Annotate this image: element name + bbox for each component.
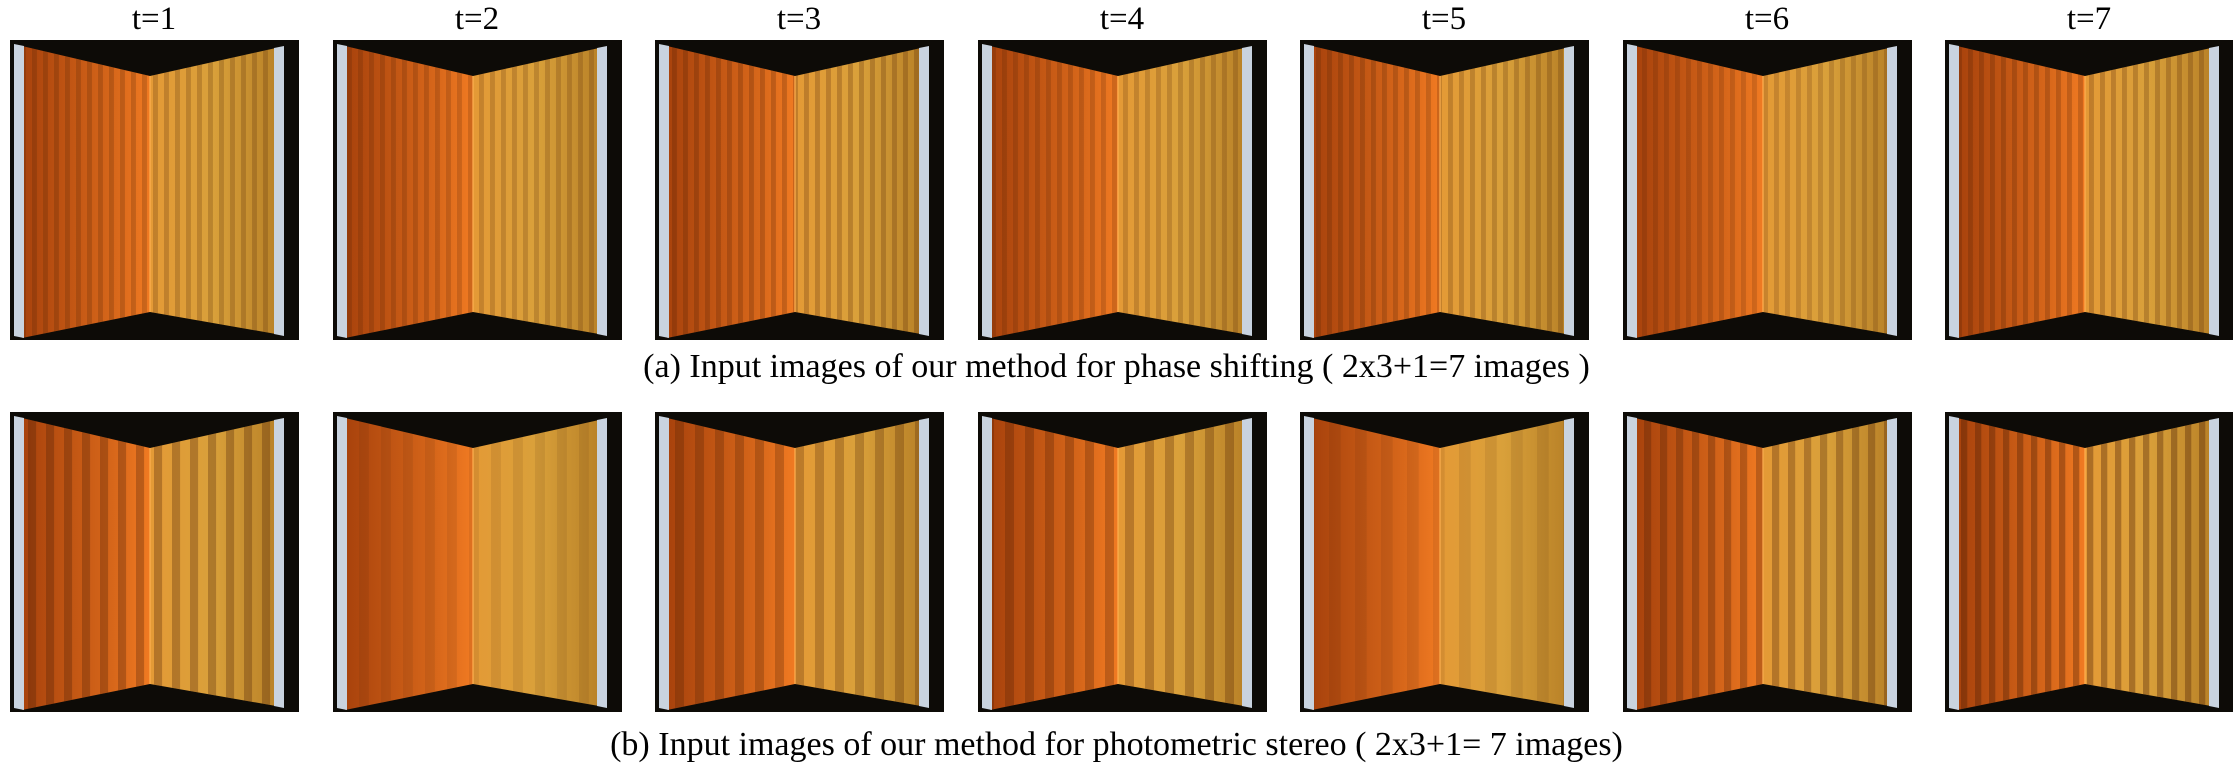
column-label-t3: t=3 — [776, 1, 822, 37]
photometric-stereo-caption: (b) Input images of our method for photo… — [610, 726, 1623, 763]
phase-shift-caption: (a) Input images of our method for phase… — [643, 348, 1590, 385]
photometric-stereo-image-1 — [10, 412, 299, 712]
phase-shift-image-1 — [10, 40, 299, 340]
column-label-t1: t=1 — [131, 1, 177, 37]
column-label-t4: t=4 — [1099, 1, 1145, 37]
photometric-stereo-image-3 — [655, 412, 944, 712]
phase-shift-image-2 — [333, 40, 622, 340]
column-label-t5: t=5 — [1421, 1, 1467, 37]
photometric-stereo-image-7 — [1945, 412, 2233, 712]
phase-shift-image-7 — [1945, 40, 2233, 340]
photometric-stereo-image-5 — [1300, 412, 1589, 712]
phase-shift-image-3 — [655, 40, 944, 340]
photometric-stereo-image-6 — [1623, 412, 1912, 712]
phase-shift-image-5 — [1300, 40, 1589, 340]
column-label-t2: t=2 — [454, 1, 500, 37]
photometric-stereo-image-2 — [333, 412, 622, 712]
column-label-t6: t=6 — [1744, 1, 1790, 37]
column-label-t7: t=7 — [2066, 1, 2112, 37]
phase-shift-image-4 — [978, 40, 1267, 340]
photometric-stereo-image-4 — [978, 412, 1267, 712]
phase-shift-image-6 — [1623, 40, 1912, 340]
